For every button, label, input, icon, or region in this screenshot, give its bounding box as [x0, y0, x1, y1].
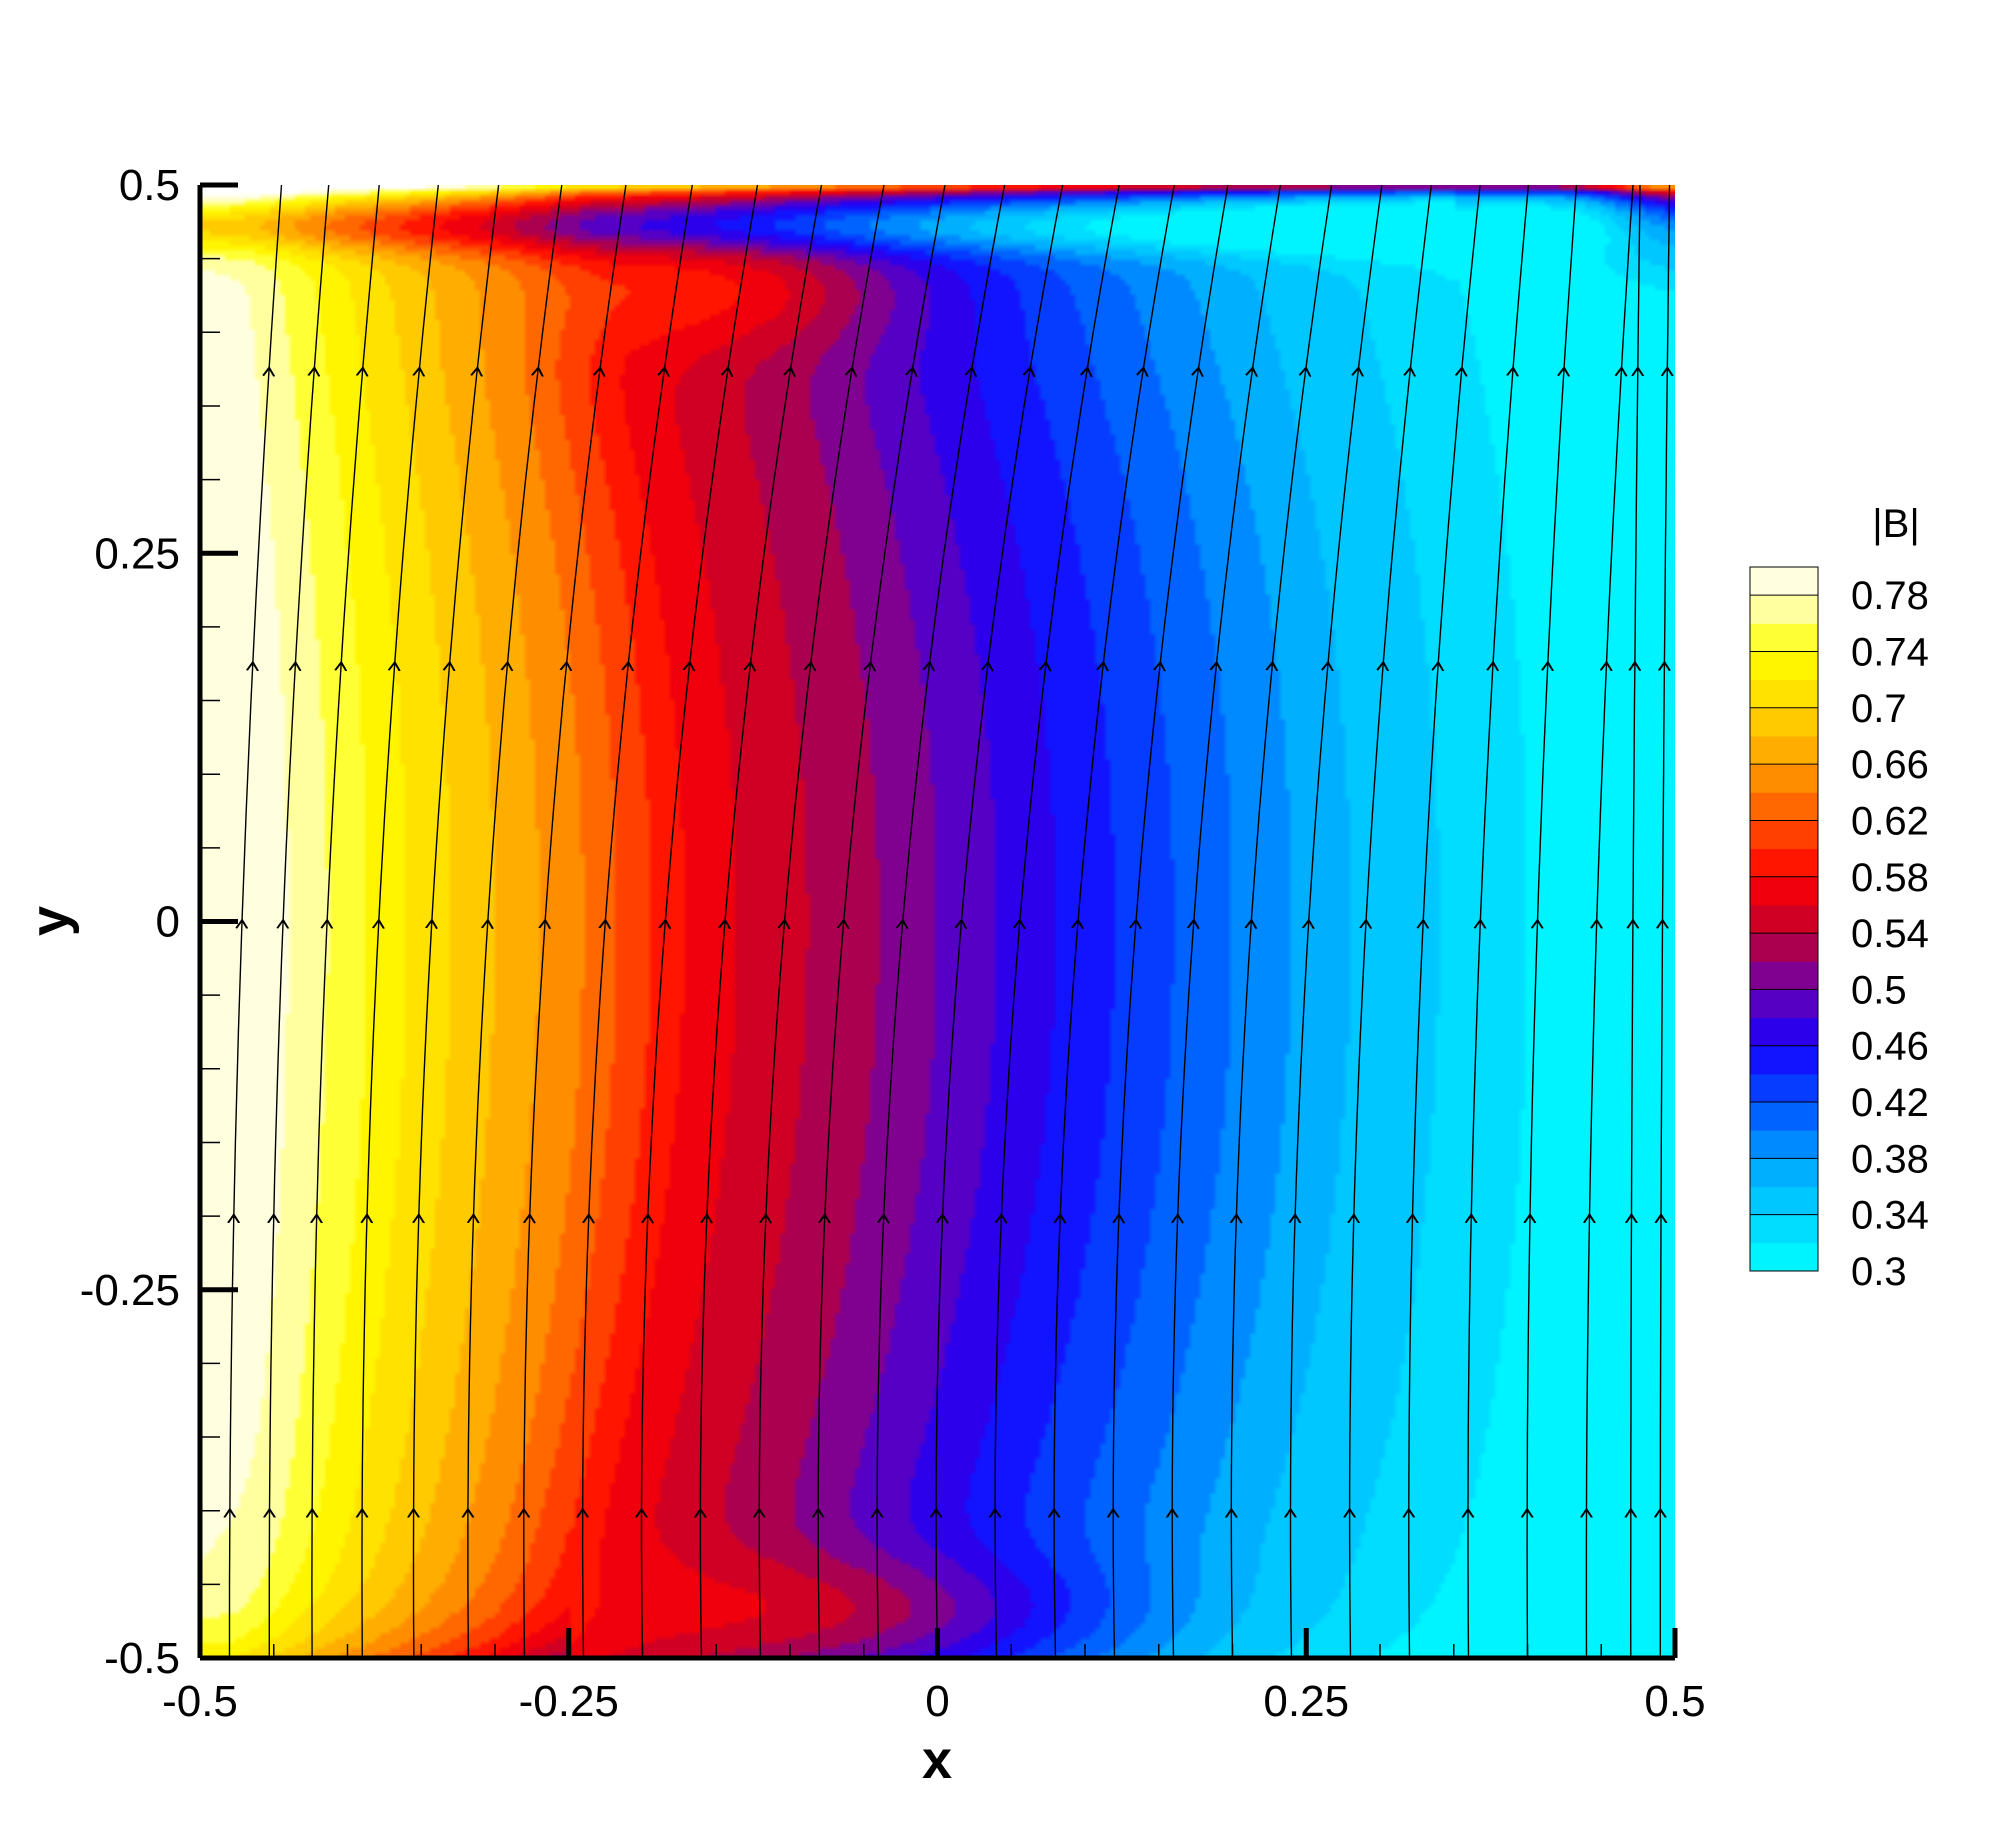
x-tick-label: 0 — [925, 1677, 949, 1726]
colorbar-label: 0.7 — [1851, 687, 1907, 731]
y-tick-label: -0.25 — [80, 1266, 180, 1315]
colorbar-label: 0.54 — [1851, 912, 1929, 956]
colorbar-band — [1750, 848, 1818, 878]
colorbar-label: 0.74 — [1851, 630, 1929, 674]
colorbar-band — [1750, 679, 1818, 709]
colorbar-title: |B| — [1872, 502, 1919, 546]
colorbar-band — [1750, 961, 1818, 990]
x-tick-label: -0.25 — [519, 1677, 619, 1726]
plot-area — [200, 185, 1675, 1658]
colorbar: |B| 0.780.740.70.660.620.580.540.50.460.… — [1749, 502, 1929, 1294]
y-axis-label: y — [20, 906, 80, 936]
colorbar-label: 0.66 — [1851, 743, 1929, 787]
colorbar-label: 0.42 — [1851, 1081, 1929, 1125]
colorbar-band — [1750, 820, 1818, 850]
colorbar-label: 0.78 — [1851, 574, 1929, 618]
x-tick-label: -0.5 — [162, 1677, 238, 1726]
colorbar-band — [1750, 651, 1818, 681]
colorbar-band — [1750, 1102, 1818, 1131]
field-magnitude-heatmap — [200, 185, 1675, 1658]
colorbar-band — [1750, 707, 1818, 737]
y-tick-label: 0.5 — [119, 161, 180, 210]
colorbar-band — [1750, 904, 1818, 934]
colorbar-band — [1750, 1017, 1818, 1047]
colorbar-label: 0.3 — [1851, 1250, 1907, 1294]
colorbar-label: 0.46 — [1851, 1025, 1929, 1069]
colorbar-band — [1750, 1073, 1818, 1103]
x-axis-ticks: -0.5 -0.25 0 0.25 0.5 — [162, 1628, 1706, 1726]
colorbar-label: 0.5 — [1851, 968, 1907, 1012]
y-axis-ticks: -0.5 -0.25 0 0.25 0.5 — [80, 161, 238, 1683]
colorbar-band — [1750, 1045, 1818, 1075]
colorbar-band — [1750, 764, 1818, 793]
x-tick-label: 0.25 — [1263, 1677, 1349, 1726]
colorbar-label: 0.58 — [1851, 856, 1929, 900]
colorbar-band — [1750, 623, 1818, 652]
colorbar-band — [1750, 567, 1818, 596]
y-tick-label: 0 — [156, 898, 180, 947]
colorbar-band — [1750, 876, 1818, 906]
colorbar-band — [1750, 792, 1818, 821]
colorbar-band — [1750, 1186, 1818, 1216]
colorbar-labels: 0.78 0.74 0.7 0.66 0.62 0.58 0.54 0.5 0.46 0.42 0.… — [1750, 574, 1929, 1294]
x-tick-label: 0.5 — [1644, 1677, 1705, 1726]
colorbar-band — [1750, 989, 1818, 1019]
field-streamlines — [230, 185, 1670, 1658]
colorbar-label: 0.62 — [1851, 799, 1929, 843]
colorbar-band — [1750, 1130, 1818, 1159]
colorbar-band — [1750, 595, 1818, 624]
colorbar-band — [1750, 1242, 1818, 1272]
y-tick-label: 0.25 — [94, 529, 180, 578]
axes: -0.5 -0.25 0 0.25 0.5 -0.5 -0.25 0 0.25 0.5 x y — [20, 161, 1706, 1790]
colorbar-band — [1750, 933, 1818, 962]
y-tick-label: -0.5 — [104, 1634, 180, 1683]
colorbar-band — [1750, 1158, 1818, 1188]
x-axis-label: x — [922, 1730, 952, 1790]
colorbar-bands — [1750, 567, 1818, 1272]
colorbar-band — [1750, 735, 1818, 765]
colorbar-band — [1750, 1214, 1818, 1244]
colorbar-label: 0.34 — [1851, 1194, 1929, 1238]
colorbar-label: 0.38 — [1851, 1137, 1929, 1181]
